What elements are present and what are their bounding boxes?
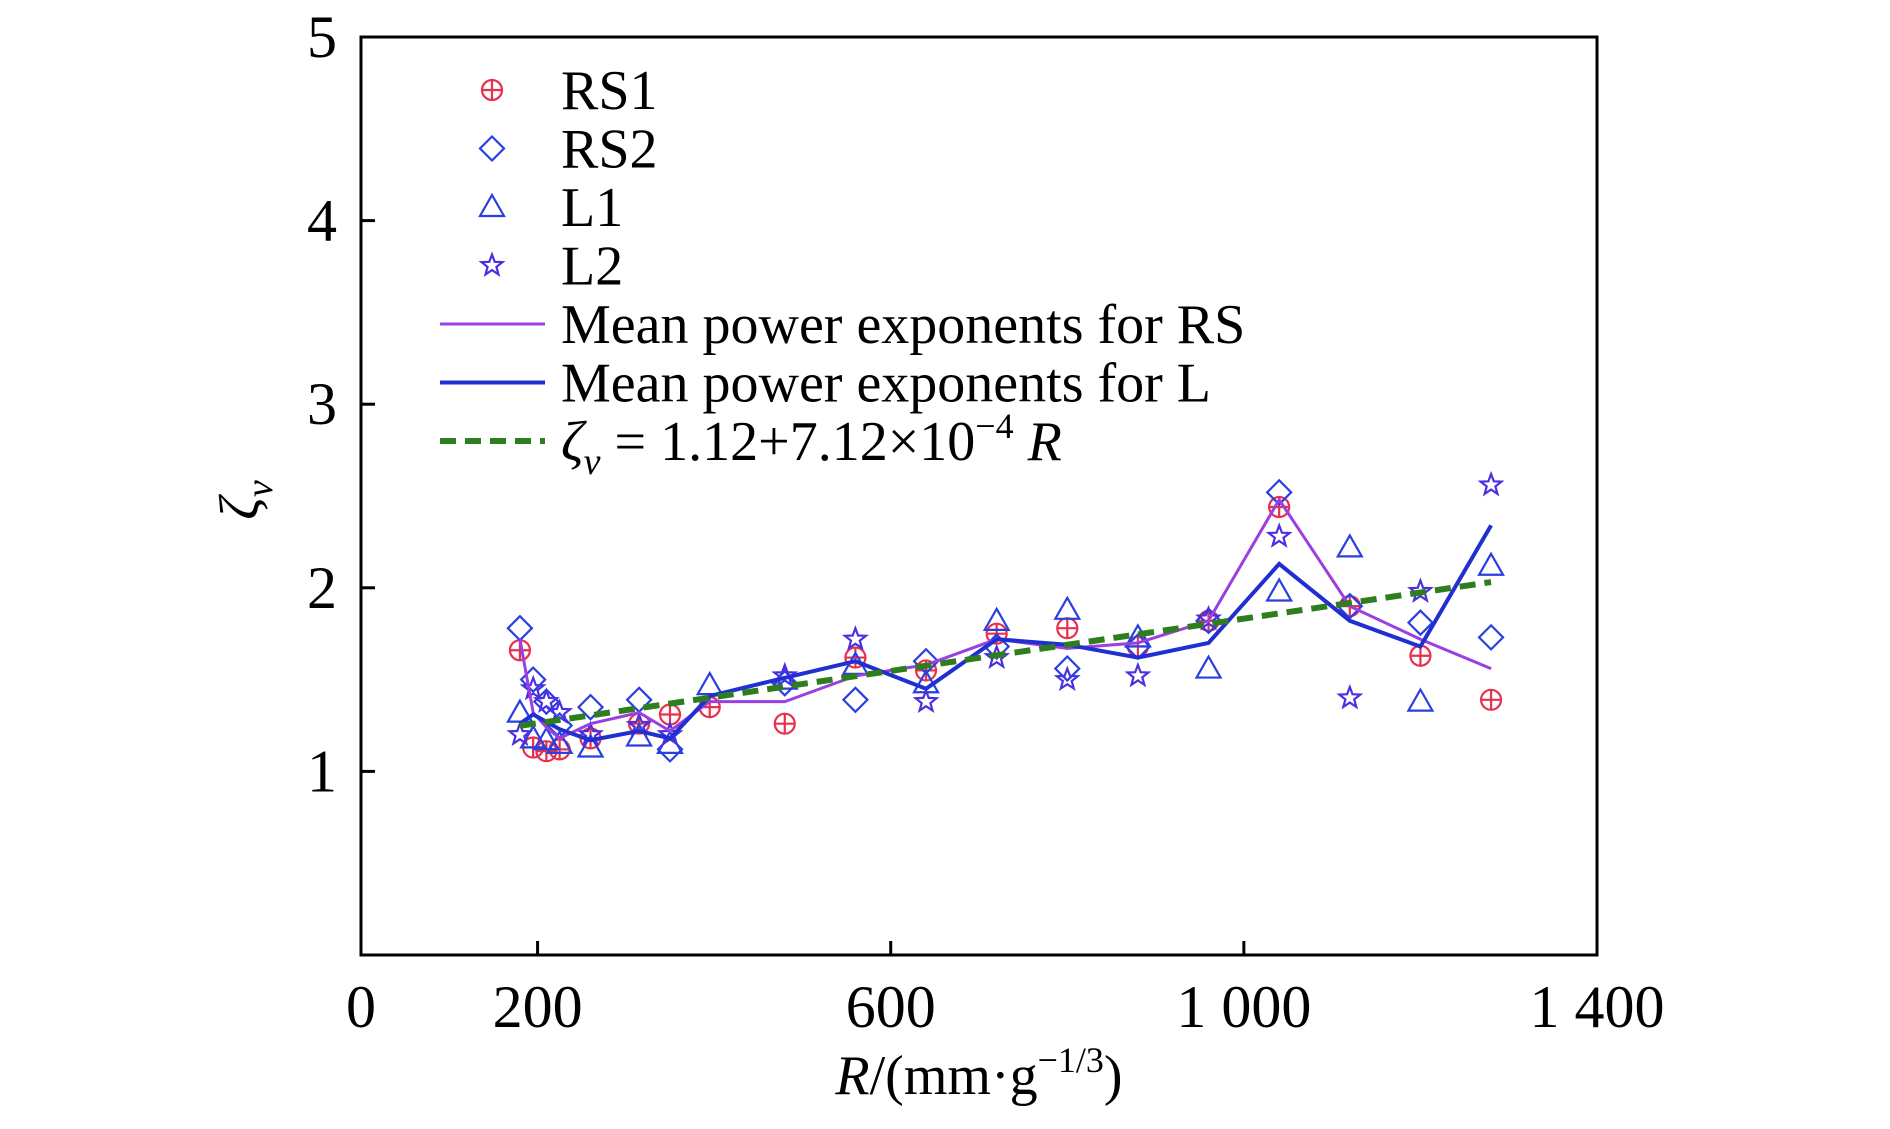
legend-item: RS2: [478, 119, 658, 181]
data-point: [1477, 623, 1505, 651]
legend-marker: [480, 78, 504, 102]
data-point: [1336, 683, 1364, 710]
fit-line: [519, 579, 1492, 729]
legend-label: L2: [561, 236, 623, 298]
data-point: [576, 733, 605, 758]
data-point: [1056, 617, 1079, 640]
legend-item: L1: [478, 177, 623, 239]
y-tick-label: 1: [307, 738, 337, 804]
data-point: [576, 693, 605, 721]
x-axis-title: R/(mm·g−1/3): [834, 1040, 1122, 1107]
data-point: [1477, 470, 1505, 497]
x-axis-title-unit: /(mm·g: [870, 1045, 1038, 1107]
legend-label: Mean power exponents for RS: [561, 294, 1245, 356]
data-point-cross: [1410, 645, 1431, 666]
y-axis-title-symbol: ζ: [209, 494, 271, 520]
data-point: [1406, 687, 1435, 712]
data-point: [1265, 478, 1293, 506]
x-tick-label: 600: [846, 974, 936, 1040]
legend-item: RS1: [480, 60, 658, 122]
data-point: [1195, 604, 1223, 631]
data-point: [656, 735, 684, 763]
data-point: [1479, 688, 1503, 711]
y-axis-title-subscript: v: [239, 480, 281, 497]
y-tick-label: 2: [307, 555, 337, 621]
x-axis-title-close: ): [1104, 1045, 1123, 1107]
legend-item: ζv = 1.12+7.12×10−4 R: [440, 406, 1062, 483]
data-point: [506, 614, 534, 642]
legend-marker-cross: [482, 80, 502, 100]
data-point: [1406, 577, 1434, 603]
data-point: [1406, 609, 1434, 637]
data-point: [532, 687, 560, 714]
legend-label: ζv = 1.12+7.12×10−4 R: [561, 406, 1062, 483]
series-6: [519, 579, 1492, 729]
data-point: [1265, 522, 1293, 548]
data-point: [1265, 577, 1294, 602]
x-tick-label: 1 400: [1530, 974, 1665, 1040]
x-tick-label: 0: [346, 974, 376, 1040]
data-point-cross: [1057, 618, 1078, 639]
legend-label: L1: [561, 177, 623, 239]
x-axis-title-symbol: R: [834, 1045, 869, 1107]
legend-marker: [478, 134, 506, 163]
data-point: [771, 661, 799, 688]
data-point: [912, 687, 940, 714]
legend-item: Mean power exponents for RS: [440, 294, 1245, 356]
x-tick-label: 200: [493, 974, 583, 1040]
y-tick-label: 4: [307, 188, 337, 254]
y-axis-title: ζv: [209, 480, 281, 520]
legend-marker: [478, 251, 506, 277]
series-line: [518, 524, 1493, 743]
legend-label: RS1: [561, 60, 658, 122]
data-point: [695, 670, 724, 696]
legend-item: L2: [478, 236, 623, 298]
legend-label: Mean power exponents for L: [561, 353, 1211, 415]
series-5: [518, 524, 1493, 743]
legend-marker: [478, 192, 506, 218]
data-point: [506, 720, 534, 747]
data-point-cross: [1481, 689, 1502, 710]
plot-frame: [359, 35, 1599, 957]
legend-item: Mean power exponents for L: [440, 353, 1211, 415]
data-point: [1124, 661, 1152, 688]
data-point: [1053, 655, 1081, 683]
data-point: [1477, 551, 1505, 576]
data-point: [532, 725, 561, 751]
data-point: [841, 686, 869, 714]
data-point: [1194, 654, 1223, 679]
x-axis-title-exponent: −1/3: [1038, 1040, 1104, 1080]
data-point: [1053, 665, 1081, 692]
legend-label: RS2: [561, 119, 658, 181]
y-tick-label: 3: [307, 371, 337, 437]
data-point-cross: [774, 713, 795, 734]
data-point: [841, 625, 869, 651]
data-point: [1053, 595, 1082, 620]
data-point: [519, 674, 547, 701]
ticks: 0 200 600 1 000 1 400 1 2 3 4 5: [307, 4, 1665, 1040]
data-point: [519, 724, 548, 749]
x-tick-label: 1 000: [1176, 974, 1311, 1040]
y-tick-label: 5: [307, 4, 337, 70]
data-point: [982, 606, 1011, 631]
data-point-cross: [536, 741, 557, 762]
data-point: [535, 740, 558, 763]
data-point: [545, 729, 574, 754]
data-point: [773, 712, 796, 735]
series-layer: [506, 470, 1505, 763]
data-point: [1335, 533, 1364, 558]
